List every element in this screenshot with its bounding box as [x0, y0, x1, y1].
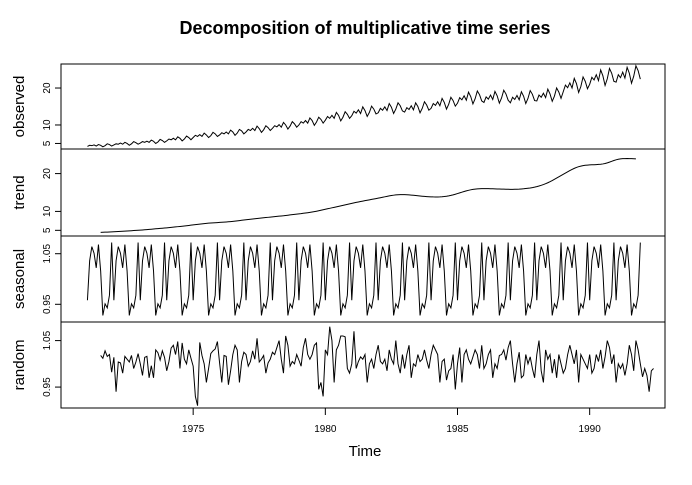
observed-ytick-label: 20: [42, 82, 53, 94]
random-ylabel: random: [11, 340, 28, 391]
seasonal-ytick-label: 1.05: [42, 244, 53, 264]
x-tick-label: 1980: [314, 424, 337, 435]
trend-ylabel: trend: [11, 175, 28, 209]
panels-group: 51020observed51020trend0.951.05seasonal0…: [11, 63, 666, 409]
x-tick-label: 1990: [579, 424, 602, 435]
random-frame: [60, 321, 666, 409]
trend-series-line: [100, 158, 636, 233]
panel-trend: 5 10 20 trend: [11, 148, 666, 237]
seasonal-ytick-label: 0.95: [42, 294, 53, 314]
x-axis-label: Time: [349, 443, 382, 460]
trend-ytick-label: 10: [42, 205, 53, 217]
chart-title: Decomposition of multiplicative time ser…: [179, 18, 550, 38]
seasonal-series-line: [86, 242, 641, 316]
panel-seasonal: 0.95 1.05 seasonal: [11, 235, 666, 323]
x-tick-label: 1975: [182, 424, 205, 435]
seasonal-ylabel: seasonal: [11, 249, 28, 309]
observed-ytick-label: 10: [42, 119, 53, 131]
random-series-line: [100, 326, 654, 406]
random-ytick-label: 1.05: [42, 330, 53, 350]
panel-random: 0.95 1.05 random: [11, 321, 666, 409]
x-tick-label: 1985: [446, 424, 469, 435]
trend-ytick-label: 5: [42, 227, 53, 233]
observed-ylabel: observed: [11, 76, 28, 138]
panel-observed: 5 10 20 observed: [11, 63, 666, 150]
observed-ytick-label: 5: [42, 140, 53, 146]
trend-frame: [60, 148, 666, 237]
trend-ytick-label: 20: [42, 168, 53, 180]
observed-series-line: [87, 64, 641, 148]
x-axis: 1975 1980 1985 1990: [182, 408, 601, 435]
random-ytick-label: 0.95: [42, 377, 53, 397]
